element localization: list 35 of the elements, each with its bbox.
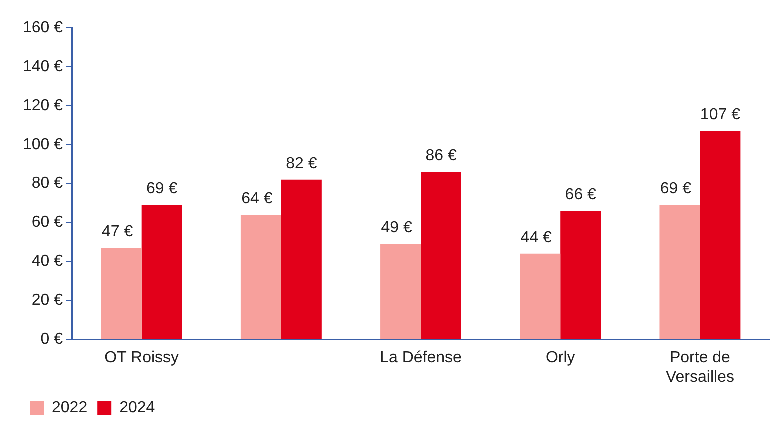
bar: [240, 214, 282, 340]
legend-label: 2024: [120, 399, 156, 416]
y-tick-label: 100 €: [22, 136, 64, 154]
data-label: 47 €: [102, 223, 134, 240]
y-tick-label: 20 €: [32, 292, 64, 310]
bar: [520, 254, 561, 340]
data-label: 49 €: [381, 220, 412, 237]
data-label: 82 €: [286, 155, 318, 172]
legend-label: 2022: [52, 399, 88, 416]
data-label: 86 €: [426, 148, 457, 165]
y-tick-label: 0 €: [40, 331, 64, 348]
y-tick-label: 40 €: [32, 253, 64, 270]
bar: [700, 131, 741, 340]
bar: [380, 244, 422, 340]
bar: [101, 248, 142, 340]
y-tick-label: 160 €: [22, 19, 64, 36]
y-tick-label: 80 €: [32, 175, 64, 192]
data-label: 69 €: [146, 180, 178, 198]
y-tick-label: 120 €: [22, 97, 64, 114]
bar: [142, 205, 182, 340]
data-label: 64 €: [242, 190, 273, 208]
x-tick-label: OT Roissy: [104, 350, 180, 367]
data-label: 69 €: [660, 180, 692, 198]
y-tick-label: 140 €: [22, 58, 64, 76]
bar: [281, 180, 322, 340]
x-tick-label: La Défense: [380, 350, 462, 367]
data-label: 107 €: [700, 106, 741, 124]
y-tick-label: 60 €: [32, 214, 64, 232]
data-label: 66 €: [565, 186, 597, 204]
bar: [660, 205, 700, 340]
bar: [421, 172, 462, 340]
x-tick-label: Orly: [546, 350, 576, 367]
x-tick-label: Porte de Versailles: [666, 350, 734, 386]
data-label: 44 €: [520, 229, 552, 246]
bar: [560, 211, 602, 340]
